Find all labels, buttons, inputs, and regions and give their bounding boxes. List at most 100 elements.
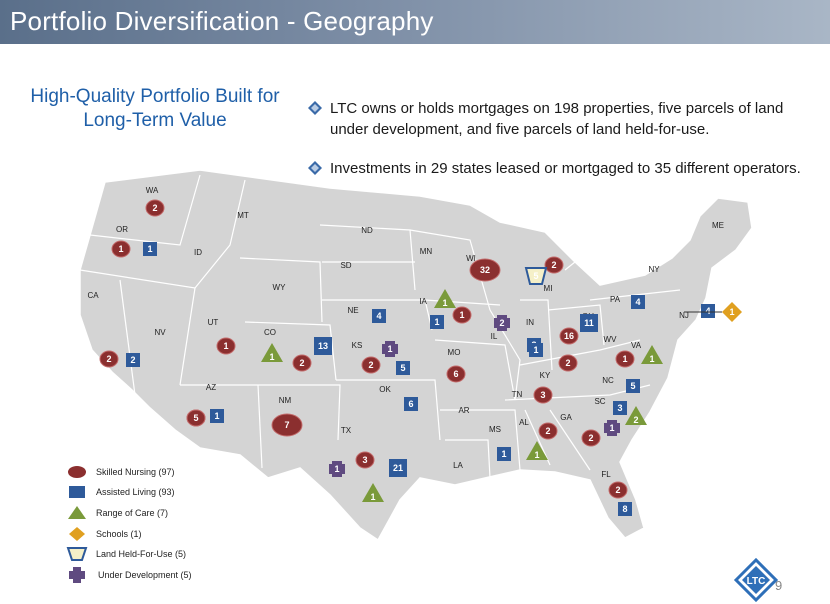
state-label: OR — [116, 225, 128, 234]
skilled-nursing-marker: 1 — [452, 306, 472, 324]
skilled-nursing-marker: 6 — [446, 365, 466, 383]
assisted-living-marker: 13 — [314, 337, 332, 355]
skilled-nursing-marker: 2 — [361, 356, 381, 374]
assisted-living-marker: 11 — [580, 314, 598, 332]
skilled-nursing-marker: 2 — [544, 256, 564, 274]
state-borders — [79, 174, 690, 479]
subtitle-line-1: High-Quality Portfolio Built for — [30, 86, 280, 107]
state-border — [440, 409, 521, 471]
legend-item: Skilled Nursing (97) — [68, 466, 175, 478]
skilled-nursing-marker: 2 — [292, 354, 312, 372]
assisted-living-marker: 3 — [613, 401, 627, 415]
marker-count: 2 — [565, 358, 570, 368]
marker-count: 2 — [106, 354, 111, 364]
marker-count: 2 — [368, 360, 373, 370]
state-label: MS — [489, 425, 501, 434]
legend: Skilled Nursing (97) Assisted Living (93)… — [66, 466, 192, 583]
page-title: Portfolio Diversification - Geography — [10, 6, 434, 36]
state-border — [524, 409, 551, 466]
marker-count: 8 — [622, 504, 627, 514]
marker-count: 2 — [633, 415, 638, 425]
marker-count: 4 — [635, 297, 640, 307]
skilled-nursing-marker: 32 — [469, 258, 501, 282]
marker-count: 21 — [393, 463, 403, 473]
under-development-marker: 1 — [329, 461, 345, 477]
assisted-living-marker: 2 — [126, 353, 140, 367]
state-label: AL — [519, 418, 529, 427]
state-border — [119, 279, 136, 396]
skilled-nursing-marker: 2 — [581, 429, 601, 447]
state-border — [257, 384, 263, 469]
marker-count: 1 — [534, 450, 539, 460]
marker-count: 3 — [617, 403, 622, 413]
legend-swatch — [69, 486, 85, 498]
state-label: MO — [448, 348, 461, 357]
bullet-item: LTC owns or holds mortgages on 198 prope… — [308, 98, 818, 140]
state-label: WA — [146, 186, 159, 195]
assisted-living-marker: 1 — [210, 409, 224, 423]
marker-count: 1 — [533, 345, 538, 355]
state-border — [179, 287, 196, 386]
subtitle: High-Quality Portfolio Built for Long-Te… — [30, 85, 280, 133]
marker-count: 1 — [334, 464, 339, 474]
title-bar: Portfolio Diversification - Geography — [0, 0, 830, 44]
skilled-nursing-marker: 2 — [608, 481, 628, 499]
marker-count: 5 — [533, 271, 538, 281]
state-border — [244, 321, 337, 381]
legend-label: Skilled Nursing (97) — [96, 467, 175, 477]
state-label: AZ — [206, 383, 216, 392]
marker-count: 3 — [540, 390, 545, 400]
skilled-nursing-marker: 5 — [186, 409, 206, 427]
marker-count: 1 — [269, 352, 274, 362]
state-border — [519, 339, 641, 366]
state-label: MT — [237, 211, 249, 220]
state-border — [239, 257, 323, 323]
legend-item: Assisted Living (93) — [69, 486, 175, 498]
state-label: WY — [273, 283, 287, 292]
bullet-item: Investments in 29 states leased or mortg… — [308, 158, 818, 179]
state-label: LA — [453, 461, 463, 470]
marker-count: 1 — [649, 354, 654, 364]
skilled-nursing-marker: 1 — [216, 337, 236, 355]
skilled-nursing-marker: 2 — [145, 199, 165, 217]
skilled-nursing-marker: 7 — [271, 413, 303, 437]
schools-marker: 1 — [684, 302, 742, 322]
assisted-living-marker: 5 — [396, 361, 410, 375]
bullet-diamond-icon — [308, 101, 322, 115]
marker-count: 6 — [408, 399, 413, 409]
state-border — [599, 239, 690, 286]
marker-count: 2 — [499, 318, 504, 328]
legend-swatch — [68, 506, 86, 519]
state-label: UT — [208, 318, 219, 327]
state-border — [89, 174, 201, 246]
marker-count: 1 — [387, 344, 392, 354]
marker-count: 1 — [459, 310, 464, 320]
ltc-logo: LTC — [733, 558, 779, 602]
land-held-marker: 5 — [524, 267, 548, 285]
skilled-nursing-marker: 2 — [538, 422, 558, 440]
marker-count: 1 — [729, 307, 734, 317]
marker-count: 4 — [705, 306, 710, 316]
state-border — [79, 179, 246, 289]
state-label: IL — [491, 332, 498, 341]
legend-label: Schools (1) — [96, 529, 142, 539]
legend-swatch — [69, 527, 85, 541]
state-border — [409, 229, 491, 311]
state-border — [180, 384, 341, 441]
state-label: NM — [279, 396, 292, 405]
state-label: ID — [194, 248, 202, 257]
under-development-marker: 1 — [604, 420, 620, 436]
legend-item: Land Held-For-Use (5) — [66, 547, 186, 561]
legend-label: Assisted Living (93) — [96, 487, 175, 497]
assisted-living-marker: 6 — [404, 397, 418, 411]
under-development-marker: 1 — [382, 341, 398, 357]
bullet-text: Investments in 29 states leased or mortg… — [330, 160, 801, 177]
marker-count: 5 — [400, 363, 405, 373]
assisted-living-marker: 1 — [497, 447, 511, 461]
state-border — [520, 299, 553, 371]
state-label: VA — [631, 341, 642, 350]
range-of-care-marker: 1 — [434, 289, 456, 308]
marker-count: 1 — [370, 492, 375, 502]
assisted-living-marker: 21 — [389, 459, 407, 477]
us-map-outline — [79, 169, 753, 542]
